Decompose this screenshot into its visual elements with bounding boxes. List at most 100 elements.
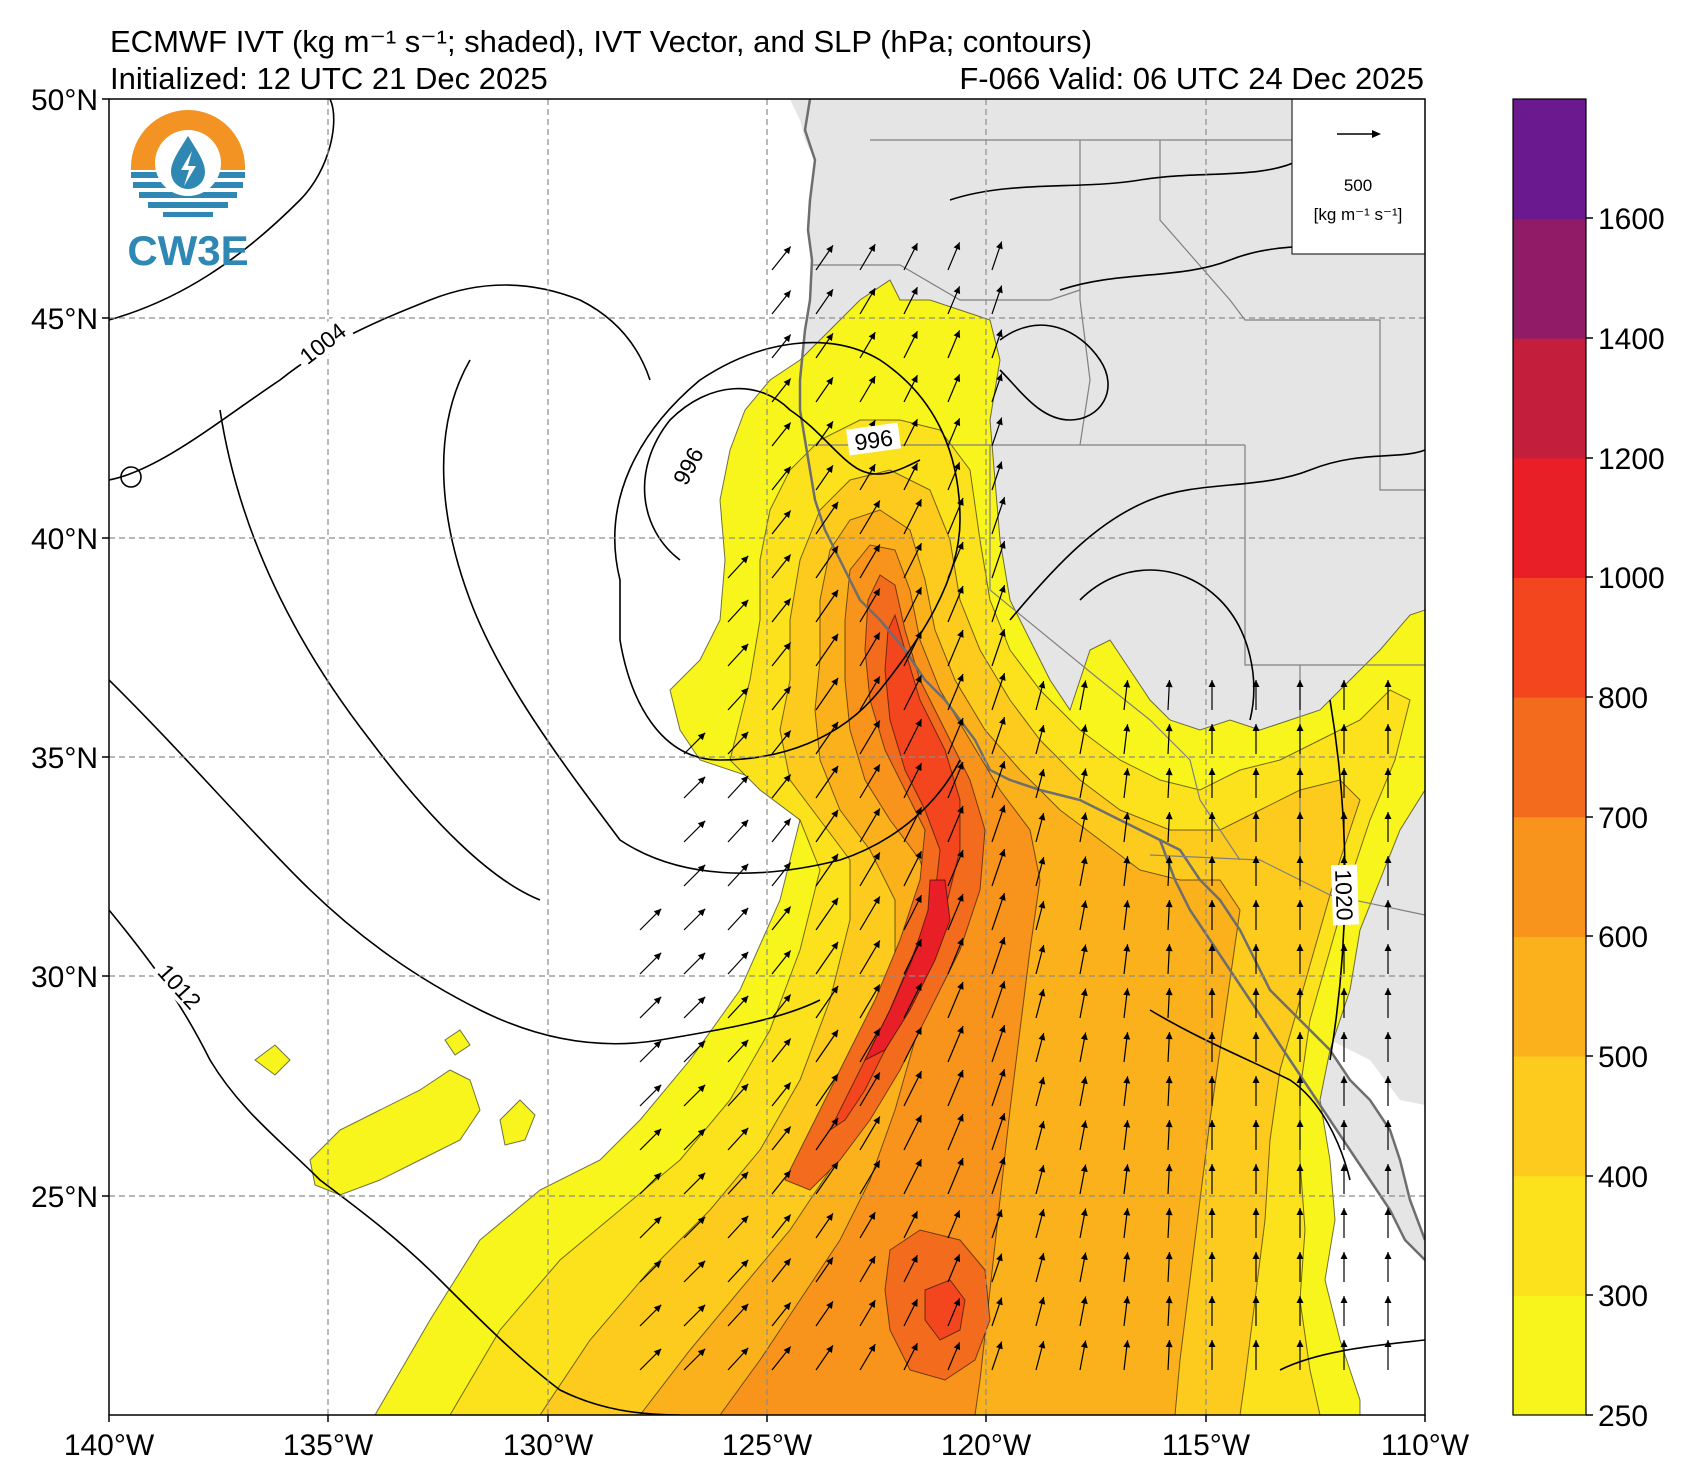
ivt-vector-arrowhead [1296,1208,1304,1215]
ivt-vector-arrowhead [831,545,839,554]
ivt-vector-arrowhead [1038,1296,1046,1305]
ivt-vector-arrowhead [996,1341,1003,1350]
ivt-vector-arrowhead [1038,680,1046,689]
ivt-vector-arrowhead [1340,1340,1348,1347]
idaho-border [1079,140,1091,446]
ivt-vector-arrowhead [1296,900,1304,907]
ivt-vector-arrowhead [996,417,1003,426]
baja-west-coastline [1158,839,1425,1261]
ivt-vector-arrowhead [697,1084,706,1093]
cb-label-400: 400 [1598,1161,1648,1194]
ivt-vector-arrowhead [957,894,964,902]
ivt-vector-arrowhead [1208,1208,1216,1215]
ivt-vector-arrowhead [873,1160,880,1169]
ivt-vector-arrowhead [1384,1164,1392,1171]
slp-southeast-contour [1279,1339,1425,1371]
ivt-vector-arrowhead [1252,856,1260,863]
ivt-vector-arrowhead [957,630,964,638]
ivt-vector-arrowhead [957,498,964,506]
ivt-vector-arrowhead [826,1213,834,1222]
ivt-vector-arrowhead [996,241,1003,250]
ivt-vector-arrowhead [1165,1208,1173,1216]
ivt-vector-arrowhead [783,950,791,959]
ivt-vector-arrowhead [653,1128,662,1137]
colorbar-swatch-250 [1513,1295,1586,1416]
ivt-vector-arrowhead [1123,724,1131,732]
lon-label-140w: 140°W [64,1429,155,1462]
ivt-vector-arrowhead [1038,1032,1046,1041]
ivt-vector-arrowhead [1165,680,1173,688]
ivt-vector-arrowhead [1038,900,1046,909]
ivt-vector-arrowhead [1252,1252,1260,1259]
ivt-vector-arrowhead [831,677,839,686]
montana-border [1159,140,1425,491]
ivt-vector-arrowhead [783,378,791,387]
ivt-vector-arrowhead [826,421,834,430]
ivt-vector-arrowhead [1384,1252,1392,1259]
ivt-vector-arrowhead [1165,1076,1173,1084]
cb-label-250: 250 [1598,1400,1648,1433]
ivt-vector-arrowhead [911,1211,918,1220]
us-west-coastline [798,99,1425,1241]
ivt-vector-arrowhead [1080,1252,1088,1261]
ivt-vector-arrowhead [1165,1164,1173,1172]
ivt-vector-arrowhead [740,687,749,696]
ivt-vector-arrowhead [697,732,706,741]
ivt-vector-arrowhead [1384,1032,1392,1039]
ivt-vector-arrowhead [915,851,922,859]
ivt-vector-arrowhead [868,288,876,296]
ivt-vector-arrowhead [1080,900,1088,909]
lon-tick-labels: 140°W 135°W 130°W 125°W 120°W 115°W 110°… [64,1429,1470,1462]
contour-label-996-north: 996 [853,424,895,455]
slp-1016-contour [1149,1009,1351,1181]
ivt-vector-arrowhead [998,497,1006,505]
vector-key-units: [kg m⁻¹ s⁻¹] [1314,205,1403,224]
ivt-vector-arrowhead [915,1159,922,1167]
ivt-vector-arrowhead [783,554,791,563]
ivt-vector-arrowhead [783,1126,791,1135]
ivt-vector-arrowhead [957,674,964,682]
ivt-vector-arrowhead [868,1300,876,1308]
ivt-vector-arrowhead [957,938,964,946]
ivt-vector-arrowhead [653,1348,662,1357]
cb-label-500: 500 [1598,1041,1648,1074]
ivt-vector-arrowhead [1123,1340,1131,1348]
slp-1008-inner [219,409,541,901]
colorbar-swatch-1600 [1513,99,1586,220]
colorbar-swatch-300 [1513,1175,1586,1296]
ivt-vector-arrowhead [740,819,749,828]
ivt-vector-arrowhead [831,721,839,730]
ivt-vector-arrowhead [697,908,706,917]
ivt-vector-arrowhead [1123,1076,1131,1084]
ivt-vector-arrowhead [1208,680,1216,687]
ivt-vector-arrowhead [1252,1340,1260,1347]
ivt-vector-arrowhead [783,1214,791,1223]
ivt-vector-arrowhead [1080,812,1088,821]
ivt-vector-arrowhead [996,285,1003,294]
ivt-vector-arrowhead [831,941,839,950]
ivt-vector-arrowhead [957,762,964,770]
ivt-vector-arrowhead [911,463,918,472]
slp-1000-contour [614,341,961,761]
ivt-vector-arrowhead [831,765,839,774]
ivt-vector-arrowhead [873,632,880,641]
ivt-vector-arrowhead [831,985,839,994]
lat-label-25n: 25°N [31,1181,98,1214]
lat-label-35n: 35°N [31,742,98,775]
ivt-vector-arrowhead [998,585,1006,593]
ivt-vector-arrowhead [826,245,834,254]
colorbar-tick-labels: 250 300 400 500 600 700 800 1000 1200 14… [1598,203,1665,1433]
ivt-vector-arrowhead [1384,1076,1392,1083]
ivt-vector-arrowhead [783,290,791,299]
ivt-vector-arrowhead [1296,768,1304,775]
ivt-vector-arrowhead [996,1297,1003,1306]
colorbar-ticks [1586,217,1593,1416]
ivt-vector-arrowhead [1296,856,1304,863]
ivt-vector-arrowhead [740,1083,749,1092]
ivt-vector-arrowhead [915,763,922,771]
lon-label-135w: 135°W [283,1429,374,1462]
ivt-vector-arrowhead [915,1071,922,1079]
contour-label-box-1020 [1330,864,1360,926]
ivt-vector-arrowhead [740,775,749,784]
